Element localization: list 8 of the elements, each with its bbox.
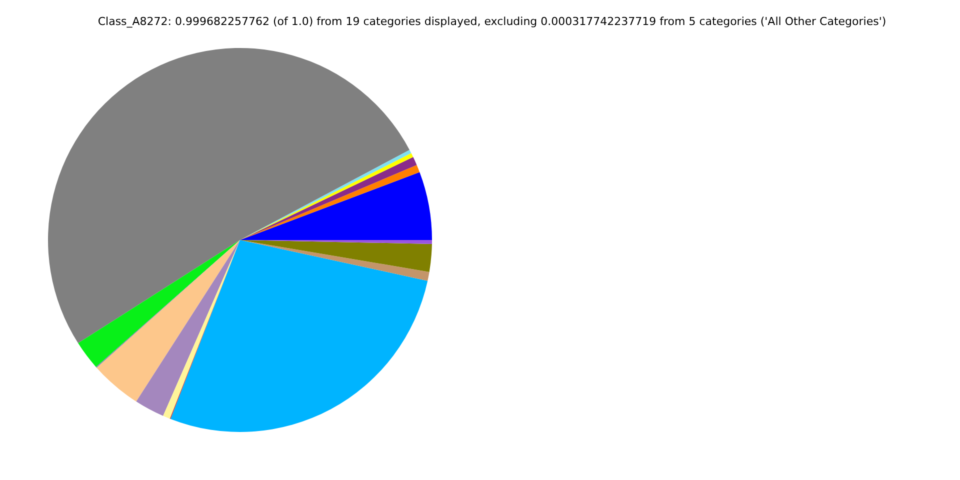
pie-slice	[170, 240, 428, 432]
pie-slice	[240, 172, 432, 240]
pie-slice	[96, 240, 240, 402]
pie-slice	[136, 240, 240, 416]
pie-slice	[240, 240, 430, 281]
text: Class_A8272: 0.999682257762 (of 1.0) from 19 categories displayed, excluding 0.000317742237719 from 5 categories ('All Other Categories')	[98, 15, 886, 28]
pie-slice	[240, 240, 432, 272]
pie-slice	[48, 48, 410, 344]
